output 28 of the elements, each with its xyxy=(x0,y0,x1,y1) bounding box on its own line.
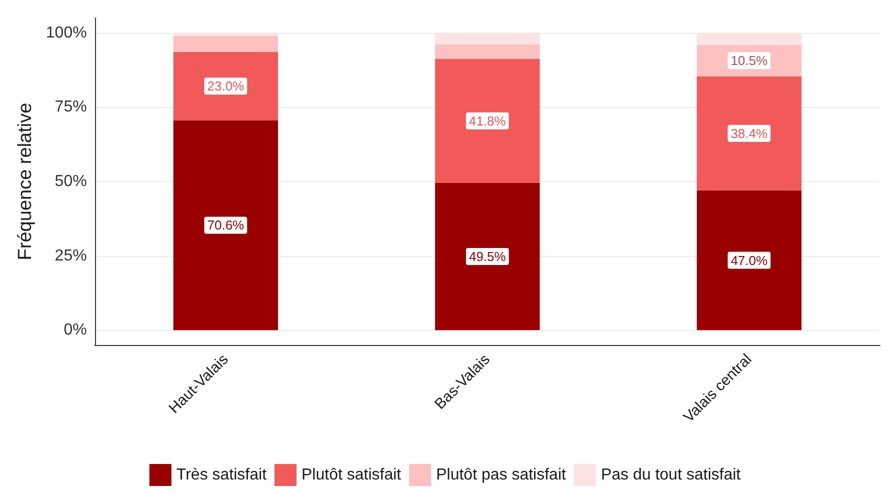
bar xyxy=(435,58,540,183)
y-tick-label: 100% xyxy=(46,24,87,42)
bar xyxy=(435,44,540,59)
bar xyxy=(696,76,802,190)
y-tick-label: 25% xyxy=(54,247,87,264)
bar xyxy=(173,120,278,330)
y-axis-title: Fréquence relative xyxy=(15,102,36,260)
bar xyxy=(435,182,540,330)
bar xyxy=(696,32,802,46)
y-tick-label: 0% xyxy=(64,322,87,339)
data-label: 70.6% xyxy=(207,218,245,233)
bar xyxy=(173,36,278,52)
bar xyxy=(696,190,802,330)
legend-label: Pas du tout satisfait xyxy=(600,466,742,484)
y-tick-label: 75% xyxy=(54,98,87,116)
legend-label: Très satisfait xyxy=(176,466,268,484)
data-label: 38.4% xyxy=(730,126,768,141)
bar xyxy=(173,32,278,36)
data-label: 49.5% xyxy=(468,249,506,264)
bar xyxy=(173,52,278,120)
data-label: 10.5% xyxy=(730,53,768,68)
legend-label: Plutôt pas satisfait xyxy=(436,466,567,484)
legend-label: Plutôt satisfait xyxy=(302,466,402,484)
data-label: 41.8% xyxy=(468,113,506,128)
bar xyxy=(435,32,540,44)
y-tick-label: 50% xyxy=(54,173,87,190)
data-label: 47.0% xyxy=(730,252,768,268)
data-label: 23.0% xyxy=(207,78,245,94)
